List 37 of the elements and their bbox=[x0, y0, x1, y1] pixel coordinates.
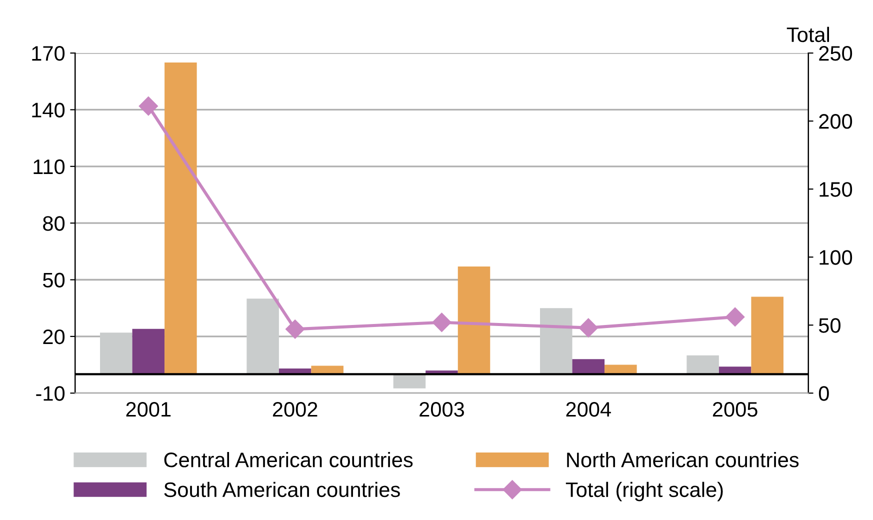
legend-label: North American countries bbox=[567, 452, 799, 468]
y-tick-label: 140 bbox=[32, 102, 65, 118]
bar bbox=[132, 328, 165, 374]
x-tick-label: 2005 bbox=[712, 402, 758, 417]
point bbox=[578, 318, 598, 338]
point bbox=[432, 312, 452, 332]
y-tick-label: -10 bbox=[36, 386, 65, 401]
y2-tick-label: 50 bbox=[818, 318, 840, 333]
legend-label: Central American countries bbox=[164, 452, 413, 468]
y2-axis-title: Total bbox=[786, 26, 830, 42]
bar bbox=[100, 332, 132, 374]
y2-tick-label: 200 bbox=[819, 114, 852, 129]
y-tick-label: 20 bbox=[43, 329, 65, 344]
point bbox=[286, 320, 305, 339]
y-tick-label: 170 bbox=[32, 46, 65, 61]
bar bbox=[458, 266, 490, 374]
y2-tick-label: 0 bbox=[818, 386, 829, 401]
bar bbox=[572, 359, 605, 374]
x-tick-label: 2004 bbox=[566, 402, 611, 417]
point bbox=[726, 307, 745, 326]
point bbox=[138, 96, 158, 116]
y-tick-label: 50 bbox=[43, 272, 65, 288]
y-tick-label: 80 bbox=[43, 216, 65, 231]
x-tick-label: 2002 bbox=[272, 402, 318, 417]
bar bbox=[686, 355, 719, 374]
bar bbox=[751, 296, 784, 374]
bar bbox=[246, 298, 279, 374]
legend-label: Total (right scale) bbox=[566, 482, 723, 502]
legend-label: South American countries bbox=[164, 482, 400, 498]
y-tick-label: 110 bbox=[34, 159, 65, 174]
y2-tick-label: 100 bbox=[820, 250, 852, 265]
x-tick-label: 2001 bbox=[126, 402, 171, 417]
y2-tick-label: 150 bbox=[820, 182, 852, 197]
bar bbox=[164, 62, 197, 374]
y2-tick-label: 250 bbox=[819, 46, 852, 61]
bar bbox=[540, 308, 572, 374]
x-tick-label: 2003 bbox=[420, 402, 464, 417]
